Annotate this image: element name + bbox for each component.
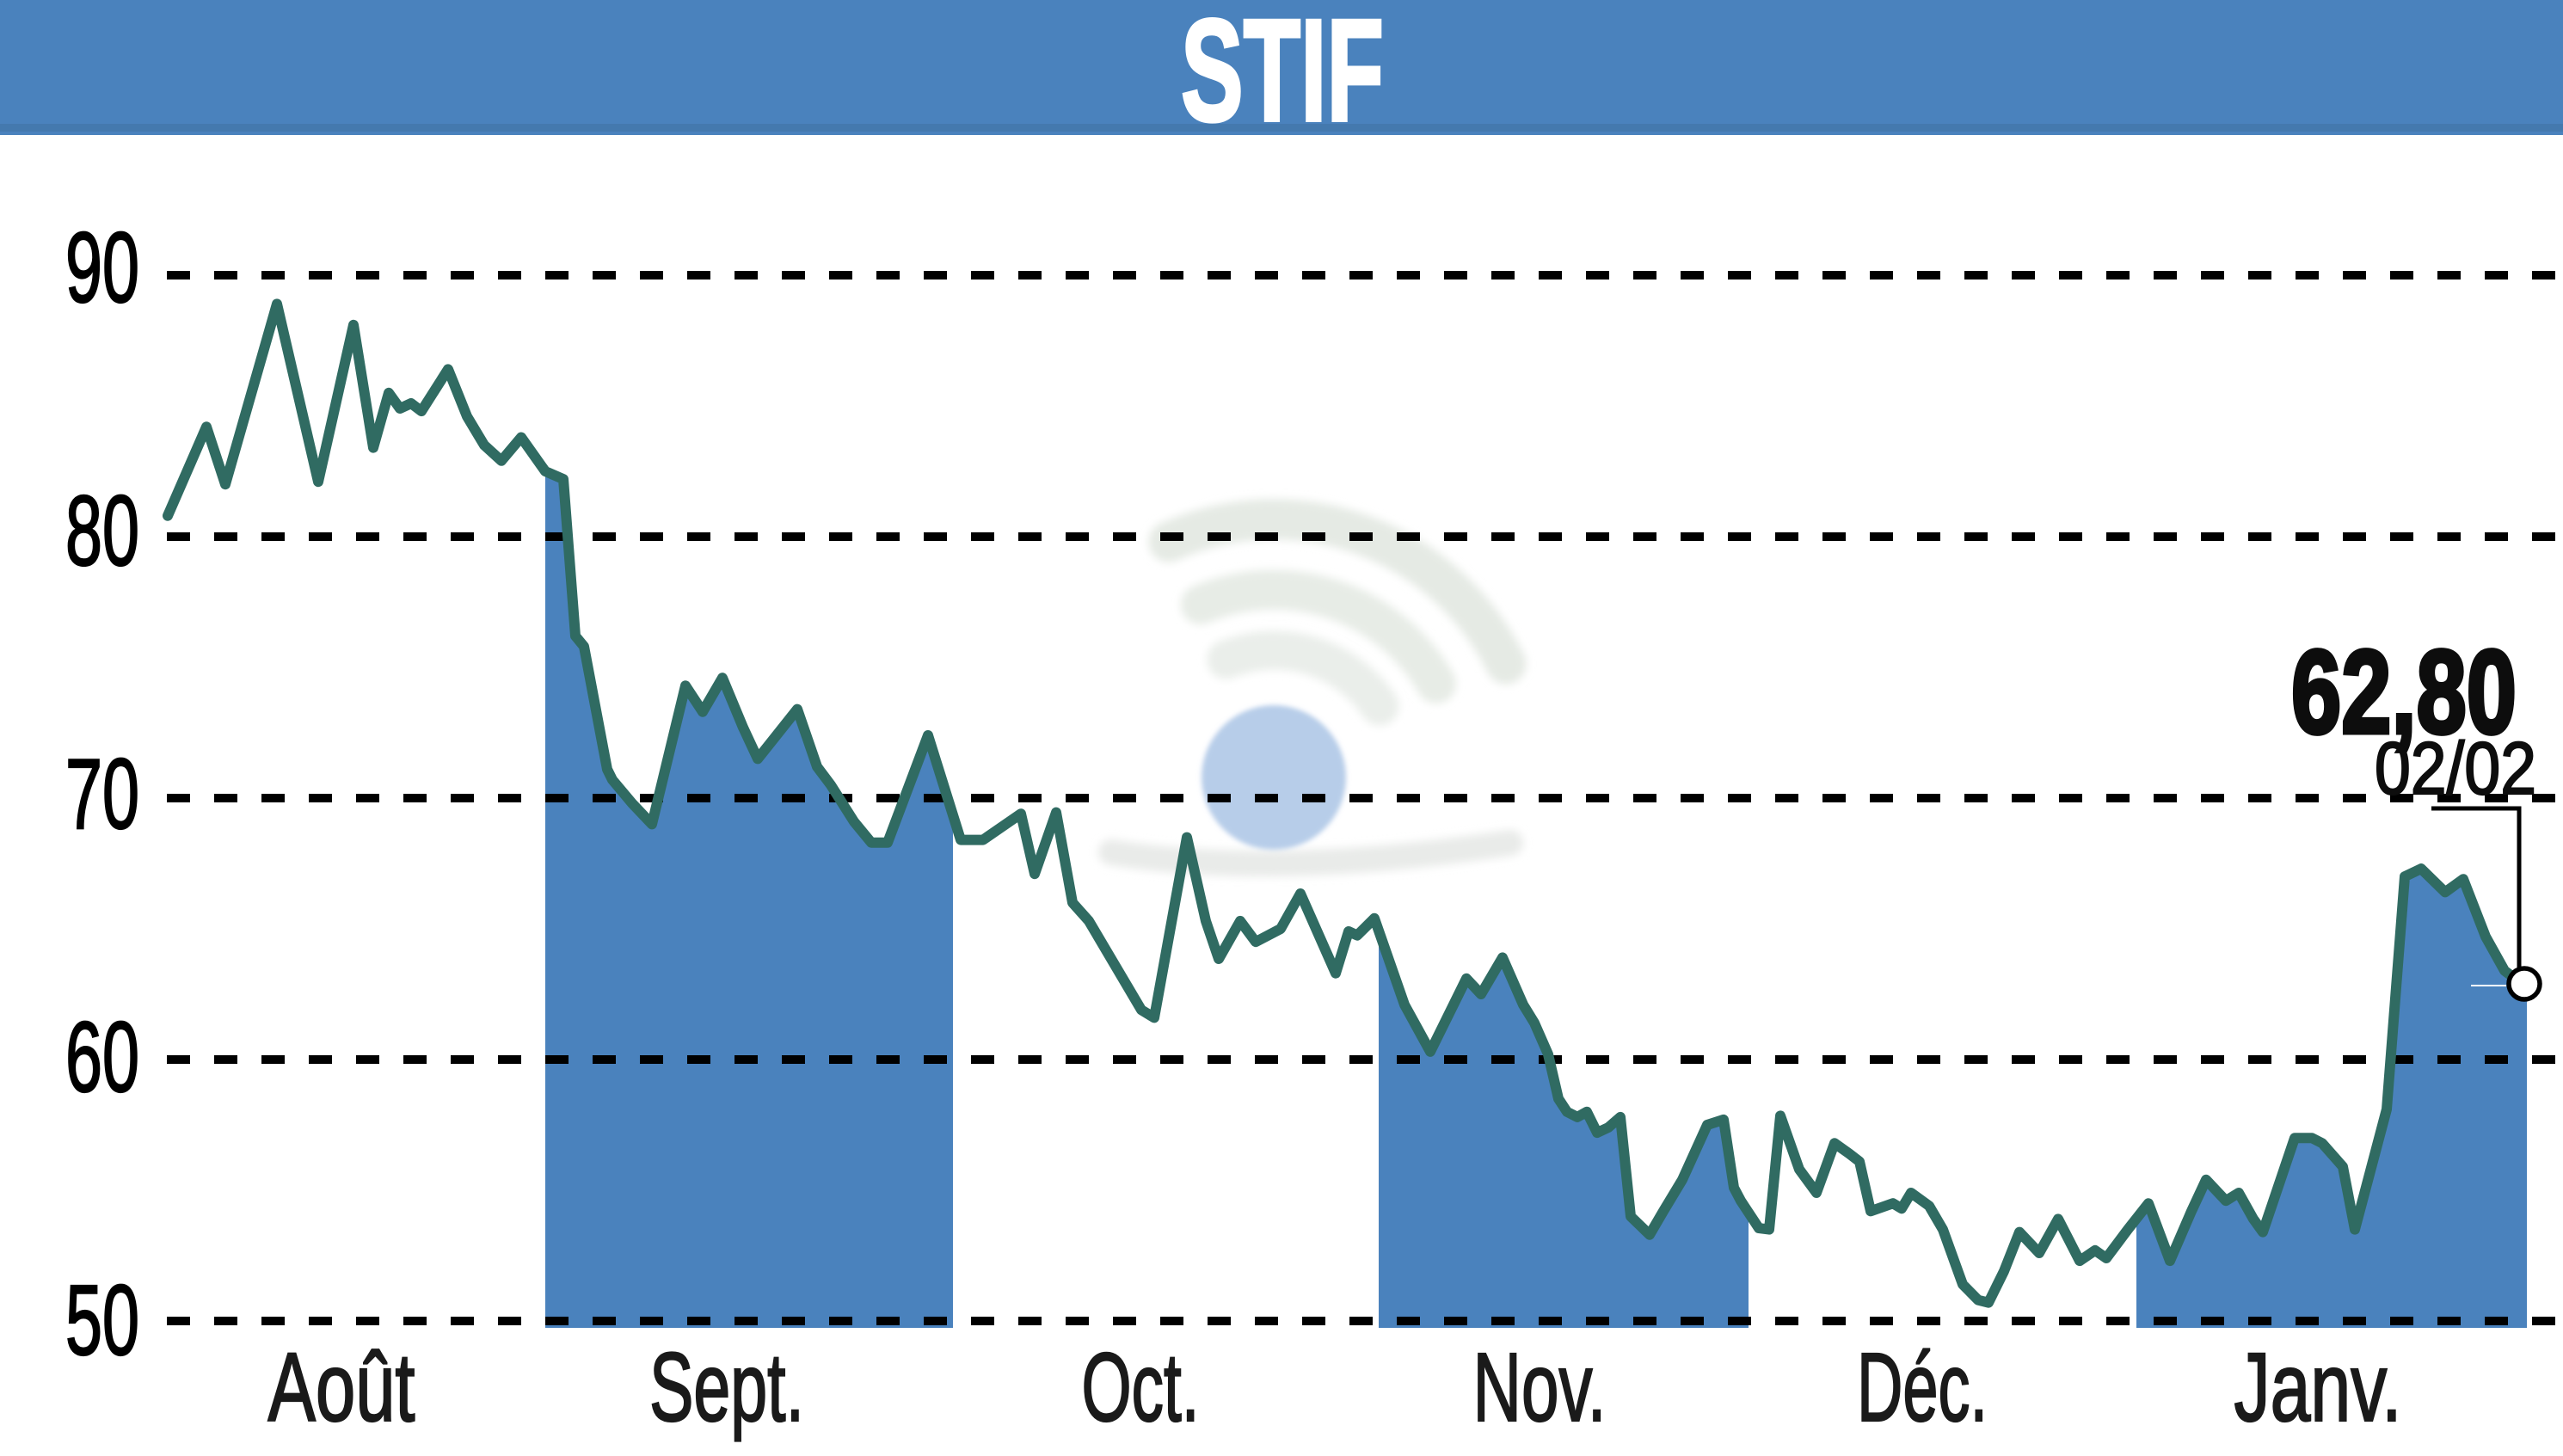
svg-text:Déc.: Déc. xyxy=(1857,1333,1988,1441)
svg-text:50: 50 xyxy=(65,1264,139,1376)
svg-text:62,80: 62,80 xyxy=(2291,626,2517,759)
svg-text:Août: Août xyxy=(268,1333,415,1441)
svg-text:Janv.: Janv. xyxy=(2234,1333,2402,1441)
svg-text:Nov.: Nov. xyxy=(1473,1333,1607,1441)
svg-text:STIF: STIF xyxy=(1181,0,1384,151)
svg-text:60: 60 xyxy=(65,1001,139,1113)
svg-text:Oct.: Oct. xyxy=(1082,1333,1200,1441)
svg-text:80: 80 xyxy=(65,475,139,587)
svg-text:70: 70 xyxy=(65,738,139,850)
svg-text:90: 90 xyxy=(65,212,139,323)
svg-text:Sept.: Sept. xyxy=(649,1333,804,1441)
svg-text:02/02: 02/02 xyxy=(2375,728,2536,810)
